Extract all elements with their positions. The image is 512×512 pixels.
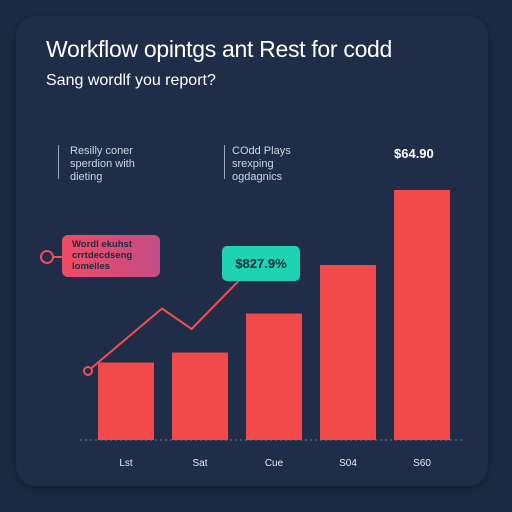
x-tick-label: S04 [339, 458, 357, 469]
bar-sat [172, 352, 228, 440]
percent-badge: $827.9% [222, 246, 300, 281]
note-mid: COdd Plays srexping ogdagnics [232, 145, 291, 183]
bar-s04 [320, 265, 376, 440]
top-bar-value-label: $64.90 [394, 146, 434, 161]
x-tick-label: Cue [265, 458, 284, 469]
callout-stem [53, 256, 62, 258]
chart-subtitle: Sang wordlf you report? [46, 72, 216, 89]
x-tick-label: S60 [413, 458, 431, 469]
bar-s60 [394, 190, 450, 440]
x-tick-label: Sat [192, 458, 207, 469]
note-left: Resilly coner sperdion with dieting [70, 145, 135, 183]
trend-start-point [83, 366, 93, 376]
bar-lst [98, 362, 154, 440]
chart-title: Workflow opintgs ant Rest for codd [46, 36, 393, 62]
bar-cue [246, 313, 302, 440]
callout-label: Wordl ekuhst crrtdecdseng lomelles [62, 235, 160, 277]
note-mid-divider [224, 145, 225, 179]
note-left-divider [58, 145, 59, 179]
trend-line [87, 275, 245, 372]
callout-marker [40, 250, 54, 264]
x-tick-label: Lst [119, 458, 133, 469]
